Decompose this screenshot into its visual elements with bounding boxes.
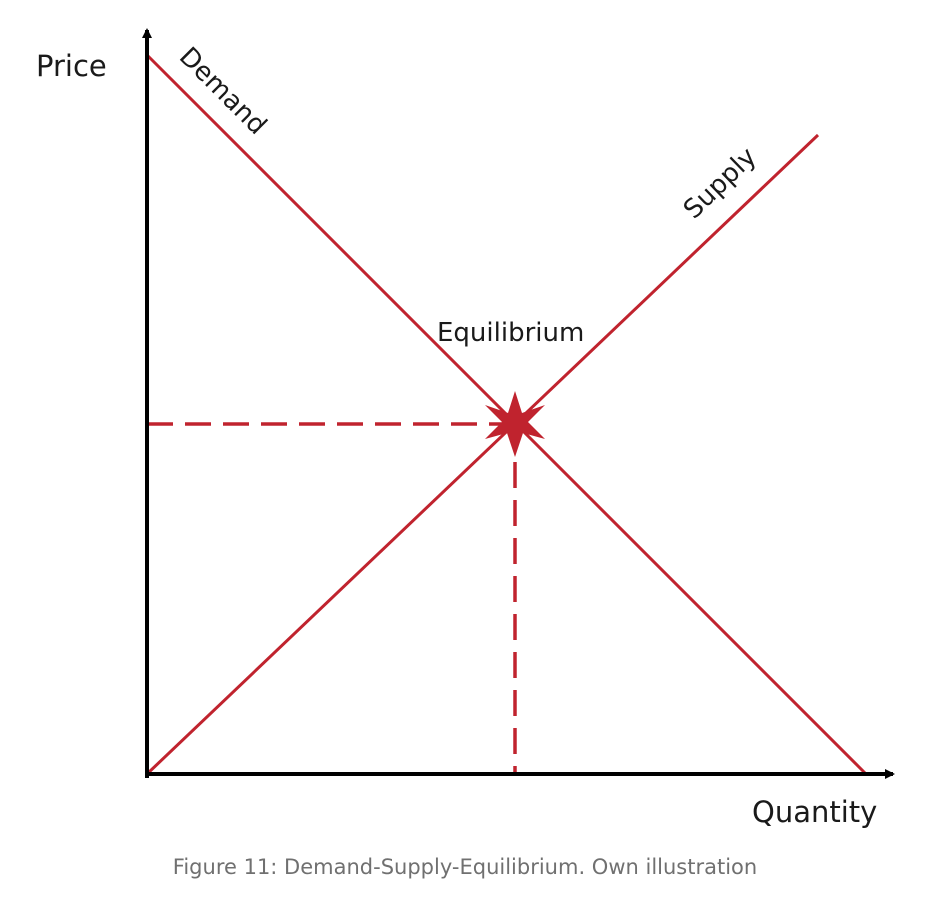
equilibrium-star-icon	[485, 391, 545, 457]
supply-curve	[145, 133, 820, 776]
equilibrium-label: Equilibrium	[437, 318, 584, 348]
figure-caption: Figure 11: Demand-Supply-Equilibrium. Ow…	[172, 855, 758, 879]
y-axis-label: Price	[36, 49, 107, 83]
supply-demand-diagram: Price Quantity Demand Supply Equilibrium	[36, 28, 895, 829]
supply-label: Supply	[678, 142, 763, 225]
x-axis-label: Quantity	[752, 795, 877, 829]
demand-label: Demand	[173, 42, 272, 141]
